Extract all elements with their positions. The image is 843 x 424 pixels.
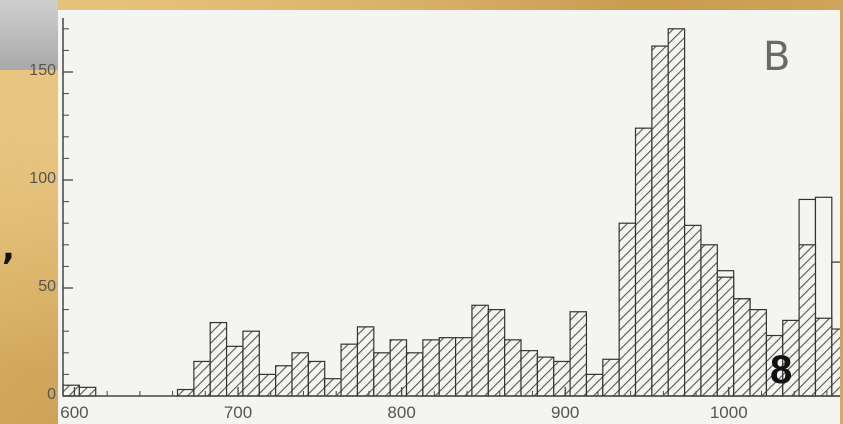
- page-corner: [0, 0, 58, 70]
- y-tick-label: 150: [29, 62, 56, 79]
- x-tick-label: 1000: [710, 403, 748, 422]
- hatched-bar: [814, 317, 833, 397]
- panel-letter: B: [763, 34, 791, 80]
- hatched-bar: [798, 244, 817, 397]
- hatched-bar: [176, 388, 195, 397]
- hatched-bar: [405, 352, 424, 397]
- hatched-bar: [209, 321, 228, 397]
- hatched-bar: [78, 386, 97, 397]
- hatched-bar: [242, 330, 260, 397]
- x-tick-label: 800: [387, 403, 415, 422]
- hatched-bar: [618, 222, 637, 397]
- hatched-bar: [733, 298, 751, 397]
- hatched-bar: [373, 352, 391, 397]
- hatched-bar: [634, 127, 653, 397]
- hatched-bar: [536, 356, 555, 397]
- hatched-bar: [356, 326, 375, 397]
- hatched-bar: [291, 352, 309, 397]
- hatched-bar: [683, 224, 702, 397]
- hatched-bar: [553, 360, 571, 397]
- hatched-bar: [62, 384, 80, 397]
- hatched-bar: [487, 309, 506, 397]
- hatched-bar: [700, 244, 718, 397]
- hatched-bar: [275, 365, 293, 397]
- margin-mark: ,: [2, 228, 15, 268]
- hatched-bar: [324, 378, 342, 397]
- hatched-bar: [585, 373, 604, 397]
- hatched-bar: [389, 339, 408, 397]
- hatched-bar: [602, 358, 620, 397]
- figure-number: 8: [770, 348, 793, 392]
- histogram-panel: 600 700 800 900 1000 B: [58, 10, 840, 424]
- y-tick-label: 100: [29, 170, 56, 187]
- hatched-bar: [651, 45, 669, 397]
- hatched-bar: [831, 328, 840, 397]
- hatched-bar: [225, 345, 244, 397]
- hatched-bar: [307, 360, 326, 397]
- x-tick-label: 600: [60, 403, 88, 422]
- hatched-bar: [422, 339, 440, 397]
- hatched-bar: [569, 311, 588, 397]
- y-tick-label: 0: [47, 386, 56, 403]
- histogram-chart: 600 700 800 900 1000: [60, 18, 840, 422]
- hatched-bar: [716, 276, 735, 397]
- hatched-bar: [454, 337, 473, 397]
- hatched-bar: [438, 337, 457, 397]
- y-tick-label: 50: [38, 278, 56, 295]
- hatched-bar: [340, 343, 359, 397]
- x-tick-label: 900: [551, 403, 579, 422]
- hatched-bar: [504, 339, 522, 397]
- hatched-bar: [471, 304, 489, 397]
- hatched-bar: [520, 350, 538, 397]
- hatched-bar: [667, 28, 686, 397]
- hatched-bar: [258, 373, 277, 397]
- hatched-bar: [193, 360, 211, 397]
- hatched-bars: [62, 28, 840, 397]
- axes: 600 700 800 900 1000: [60, 18, 840, 422]
- hatched-bar: [749, 309, 767, 397]
- x-tick-label: 700: [224, 403, 252, 422]
